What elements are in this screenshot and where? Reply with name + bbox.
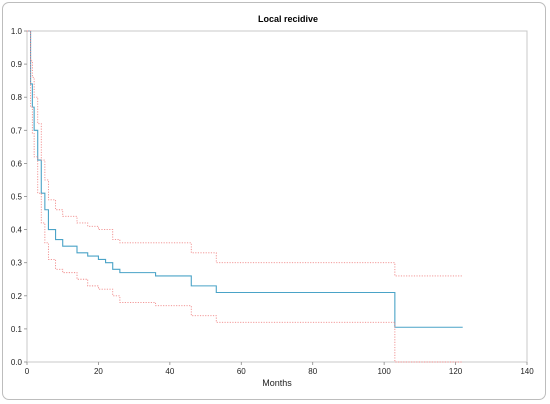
y-tick-label: 0.8	[11, 93, 23, 102]
x-tick-label: 40	[165, 367, 174, 376]
x-tick-label: 20	[94, 367, 103, 376]
y-tick-label: 0.6	[11, 159, 23, 168]
y-tick-label: 0.7	[11, 126, 23, 135]
y-tick-label: 0.1	[11, 325, 23, 334]
plot-area	[26, 30, 528, 363]
x-tick-label: 140	[520, 367, 534, 376]
y-tick-label: 0.5	[11, 193, 23, 202]
y-tick-label: 0.3	[11, 259, 23, 268]
y-tick-label: 0.4	[11, 226, 23, 235]
chart-frame	[2, 2, 546, 400]
x-tick-label: 120	[449, 367, 463, 376]
x-tick-label: 60	[237, 367, 246, 376]
upper-ci-line	[27, 30, 463, 277]
x-tick-label: 0	[25, 367, 30, 376]
x-axis-label: Months	[262, 378, 292, 388]
x-tick-label: 80	[308, 367, 317, 376]
lower-ci-line	[27, 30, 463, 363]
y-tick-label: 0.2	[11, 292, 23, 301]
estimate-line	[27, 30, 463, 328]
y-tick-label: 0.9	[11, 60, 23, 69]
x-tick-label: 100	[377, 367, 391, 376]
y-tick-label: 1.0	[11, 27, 23, 36]
y-tick-label: 0.0	[11, 358, 23, 367]
chart-title: Local recidive	[258, 14, 318, 24]
